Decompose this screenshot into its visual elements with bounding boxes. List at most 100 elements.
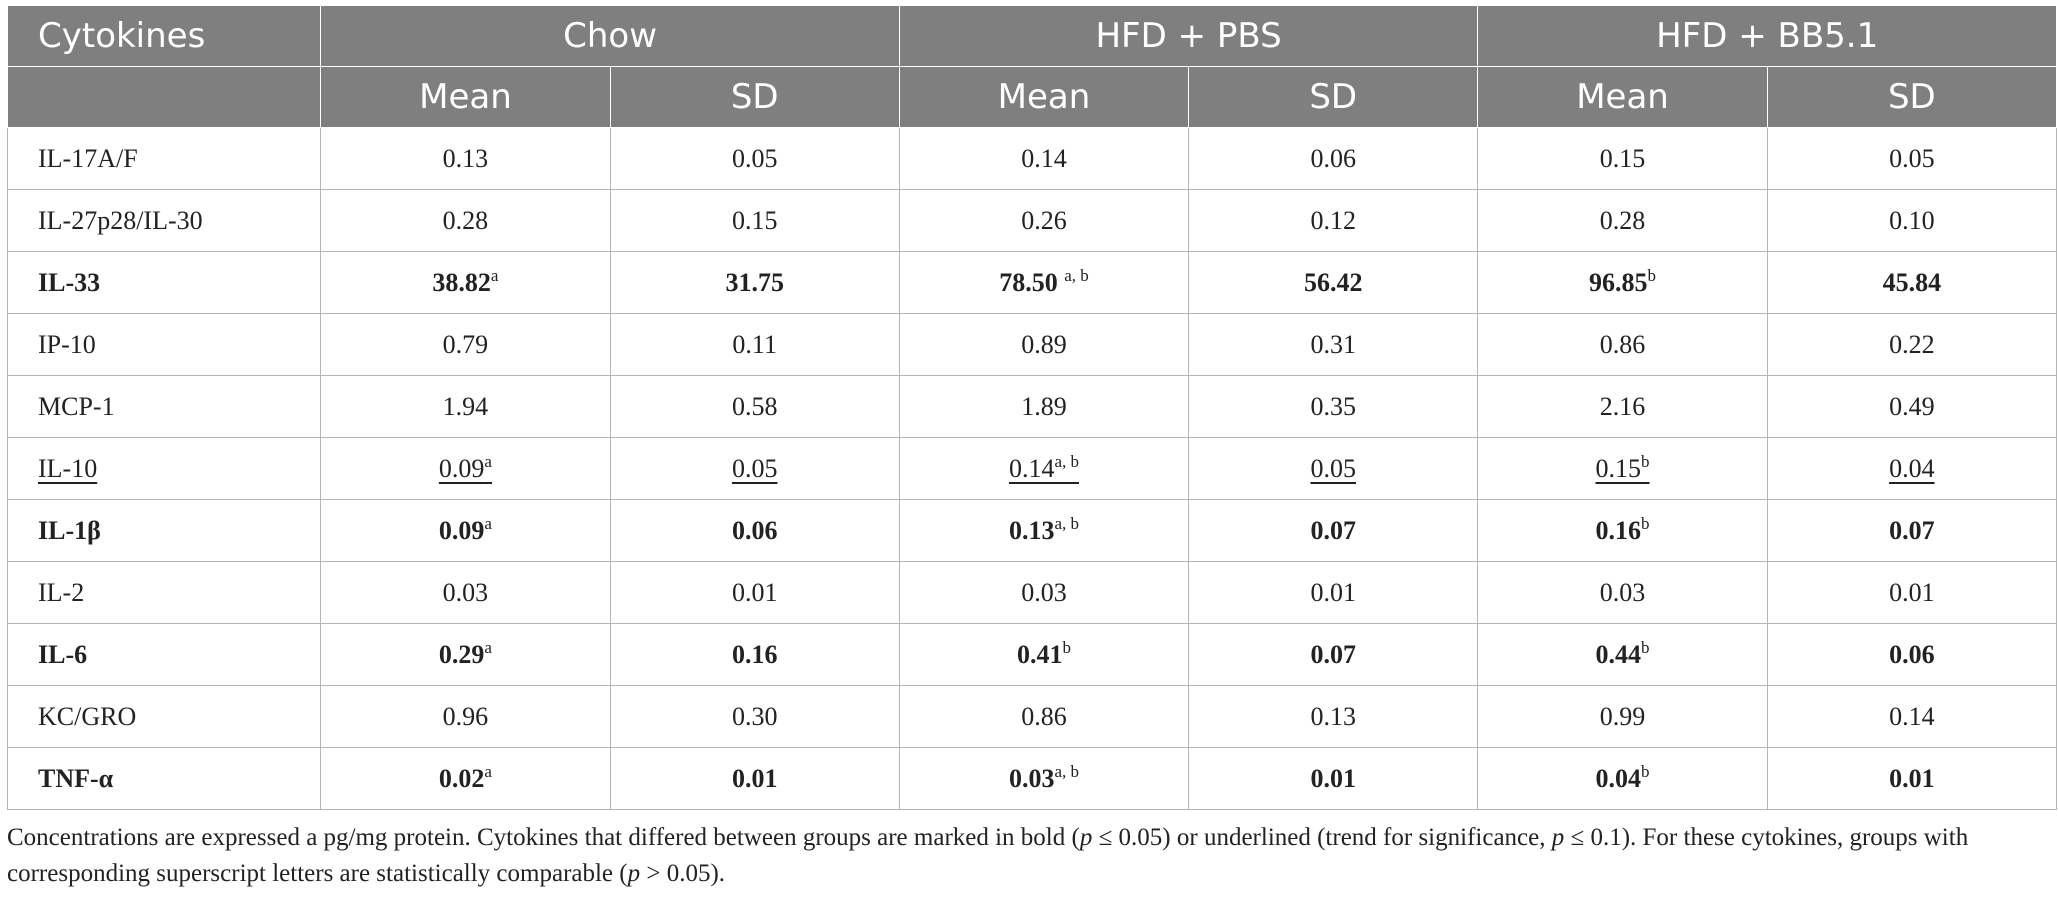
mean-cell: 0.03a, b [898, 747, 1190, 810]
significance-letters: a [484, 513, 492, 533]
mean-cell: 0.14 [898, 127, 1190, 190]
cytokine-name-text: IL-1β [38, 515, 101, 545]
significance-letters: a [484, 637, 492, 657]
header-mean: Mean [898, 66, 1190, 128]
sd-cell: 0.01 [1188, 561, 1479, 624]
mean-cell: 0.02a [320, 747, 611, 810]
mean-cell: 0.14a, b [898, 437, 1190, 500]
cytokine-name-text: KC/GRO [38, 701, 137, 731]
table-row: TNF-α 0.02a 0.01 0.03a, b 0.01 0.04b 0.01 [6, 747, 2058, 810]
mean-cell: 1.89 [898, 375, 1190, 438]
cell-value: 0.03 [1008, 763, 1055, 793]
cell-value: 0.89 [1021, 329, 1067, 359]
cell-value: 0.49 [1889, 391, 1935, 421]
sd-cell: 0.58 [609, 375, 900, 438]
cell-value: 0.02 [438, 763, 485, 793]
mean-cell: 38.82a [320, 251, 611, 314]
mean-cell: 0.09a [320, 499, 611, 562]
cell-value: 0.11 [732, 329, 777, 359]
cell-value: 0.03 [1021, 577, 1067, 607]
cytokine-name-text: IL-33 [38, 267, 101, 297]
significance-letters: a [484, 451, 492, 471]
cytokine-name-text: IP-10 [38, 329, 96, 359]
table-row: IL-1β 0.09a 0.06 0.13a, b 0.07 0.16b 0.07 [6, 499, 2058, 562]
cytokine-table: Cytokines Chow HFD + PBS HFD + BB5.1 Mea… [6, 5, 2058, 810]
cell-value: 2.16 [1599, 391, 1646, 421]
cytokine-name: TNF-α [6, 747, 322, 810]
mean-cell: 2.16 [1477, 375, 1768, 438]
cell-value: 0.22 [1889, 329, 1935, 359]
cytokine-name: KC/GRO [6, 685, 322, 748]
cell-value: 0.07 [1310, 639, 1356, 669]
mean-cell: 0.15 [1477, 127, 1768, 190]
mean-cell: 96.85b [1477, 251, 1768, 314]
cell-value: 0.13 [1008, 515, 1055, 545]
cytokine-name: IL-1β [6, 499, 322, 562]
sd-cell: 0.15 [609, 189, 900, 252]
mean-cell: 0.96 [320, 685, 611, 748]
cell-value: 0.16 [1595, 515, 1642, 545]
sd-cell: 0.05 [609, 437, 900, 500]
cell-value: 0.35 [1310, 391, 1356, 421]
sd-cell: 0.01 [609, 747, 900, 810]
cell-value: 38.82 [432, 267, 491, 297]
significance-letters: a, b [1054, 451, 1079, 471]
cytokine-name: IL-2 [6, 561, 322, 624]
sd-cell: 0.04 [1766, 437, 2058, 500]
table-body: IL-17A/F 0.13 0.05 0.14 0.06 0.15 0.05 IL-27p28… [6, 127, 2058, 810]
cell-value: 0.05 [1310, 453, 1356, 483]
table-footnote: Concentrations are expressed a pg/mg pro… [7, 820, 2052, 892]
mean-cell: 0.41b [898, 623, 1190, 686]
sd-cell: 0.05 [1766, 127, 2058, 190]
mean-cell: 0.99 [1477, 685, 1768, 748]
significance-letters: b [1641, 513, 1650, 533]
cytokine-name: IL-27p28/IL-30 [6, 189, 322, 252]
significance-letters: a [490, 265, 499, 285]
cell-value: 0.86 [1021, 701, 1067, 731]
cell-value: 0.41 [1016, 639, 1063, 669]
cell-value: 56.42 [1303, 267, 1363, 297]
cell-value: 0.01 [731, 763, 778, 793]
cell-value: 0.14a, b [1008, 451, 1079, 483]
sd-cell: 0.14 [1766, 685, 2058, 748]
cell-value: 0.04 [1889, 453, 1935, 483]
cytokine-name-text: MCP-1 [38, 391, 115, 421]
table-row: IL-10 0.09a 0.05 0.14a, b 0.05 0.15b 0.04 [6, 437, 2058, 500]
header-row-groups: Cytokines Chow HFD + PBS HFD + BB5.1 [6, 5, 2057, 67]
sd-cell: 0.10 [1766, 189, 2058, 252]
mean-cell: 1.94 [320, 375, 611, 438]
cell-value: 0.30 [731, 701, 778, 731]
mean-cell: 0.13 [320, 127, 611, 190]
sd-cell: 0.05 [609, 127, 900, 190]
table-row: MCP-1 1.94 0.58 1.89 0.35 2.16 0.49 [6, 375, 2058, 438]
sd-cell: 0.07 [1188, 623, 1479, 686]
cell-value: 0.03 [442, 577, 489, 607]
cell-value: 45.84 [1882, 267, 1942, 297]
sd-cell: 0.01 [1188, 747, 1479, 810]
footnote-text: Concentrations are expressed a pg/mg pro… [7, 824, 1080, 851]
significance-letters: b [1062, 637, 1071, 657]
sd-cell: 0.01 [609, 561, 900, 624]
mean-cell: 0.79 [320, 313, 611, 376]
table-row: KC/GRO 0.96 0.30 0.86 0.13 0.99 0.14 [6, 685, 2058, 748]
footnote-text: ≤ 0.1). For these cytokines, groups with… [7, 824, 1969, 887]
cell-value: 0.05 [731, 143, 778, 173]
significance-letters: b [1641, 761, 1650, 781]
cell-value: 0.15 [1599, 143, 1646, 173]
cell-value: 0.05 [731, 453, 778, 483]
cell-value: 0.01 [1310, 577, 1356, 607]
cell-value: 0.15b [1595, 451, 1650, 483]
header-group-chow: Chow [320, 5, 900, 67]
header-mean: Mean [1477, 66, 1768, 128]
cell-value: 0.44 [1595, 639, 1642, 669]
sd-cell: 45.84 [1766, 251, 2058, 314]
cell-value: 0.14 [1021, 143, 1067, 173]
mean-cell: 0.15b [1477, 437, 1768, 500]
cytokine-name: IL-33 [6, 251, 322, 314]
cell-value: 0.14 [1889, 701, 1935, 731]
cell-value: 1.94 [442, 391, 489, 421]
mean-cell: 0.86 [1477, 313, 1768, 376]
sd-cell: 0.22 [1766, 313, 2058, 376]
significance-letters: b [1647, 265, 1657, 285]
mean-cell: 0.04b [1477, 747, 1768, 810]
